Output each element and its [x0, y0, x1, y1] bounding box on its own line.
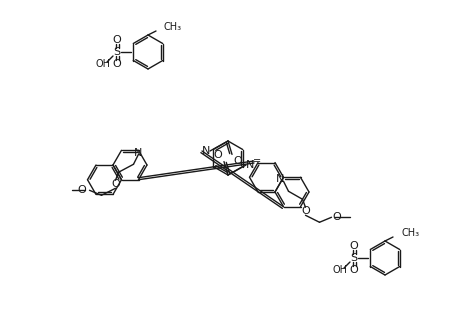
Text: O: O: [111, 179, 120, 189]
Text: N: N: [134, 148, 143, 158]
Text: N: N: [276, 174, 285, 184]
Text: S: S: [113, 47, 121, 57]
Text: CH₃: CH₃: [164, 22, 182, 32]
Text: O: O: [213, 150, 223, 160]
Text: O: O: [112, 35, 122, 45]
Text: O: O: [350, 241, 358, 251]
Text: N: N: [202, 146, 210, 156]
Text: N: N: [246, 160, 254, 170]
Text: O: O: [234, 156, 242, 166]
Text: OH: OH: [333, 265, 347, 275]
Text: O: O: [350, 265, 358, 275]
Text: O: O: [301, 206, 310, 216]
Text: =: =: [253, 156, 261, 166]
Text: O: O: [77, 185, 86, 195]
Text: S: S: [351, 253, 357, 263]
Text: O: O: [112, 59, 122, 69]
Text: O: O: [332, 212, 341, 222]
Text: CH₃: CH₃: [401, 228, 419, 238]
Text: OH: OH: [96, 59, 111, 69]
